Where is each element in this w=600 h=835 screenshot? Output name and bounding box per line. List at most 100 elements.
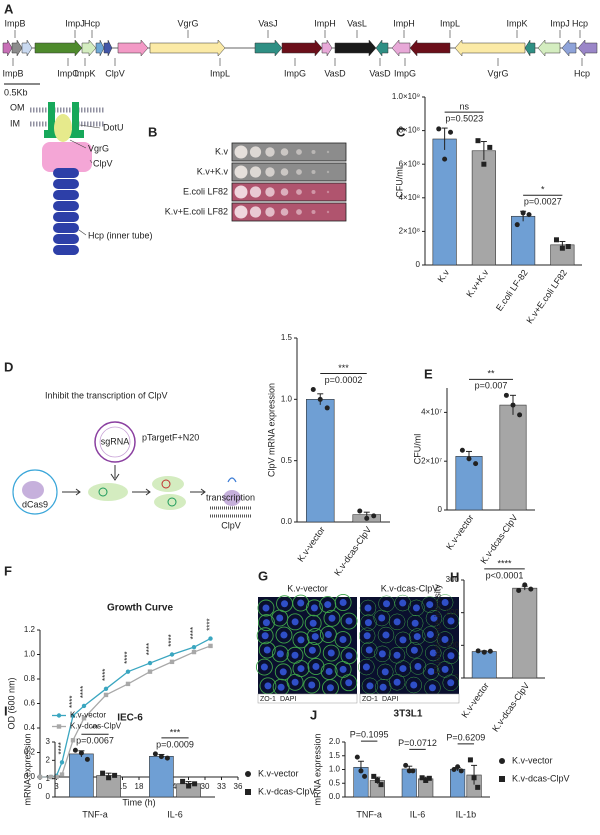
cell-outline: [286, 673, 304, 691]
data-point: [475, 138, 481, 144]
colony-spot: [265, 187, 275, 197]
cell-outline: [286, 613, 304, 631]
cell-outline: [394, 631, 412, 649]
cell-outline: [406, 615, 424, 632]
y-tick-label: 0.0: [329, 792, 341, 801]
gene-arrow: [321, 39, 333, 57]
cell-outline: [292, 631, 310, 649]
legend-label: K.v-vector: [70, 711, 106, 720]
gene-arrow: [95, 39, 105, 57]
diagram-label: ClpV: [221, 520, 241, 530]
x-tick-label: 0: [38, 782, 43, 791]
y-axis-label: ClpV mRNA expression: [266, 383, 276, 477]
data-point: [70, 738, 76, 743]
cell-outline: [360, 641, 378, 659]
data-point: [471, 775, 477, 781]
gene-label: ImpJ: [65, 18, 85, 28]
data-point: [147, 660, 153, 666]
gene-arrow: [149, 39, 226, 57]
nucleus: [276, 614, 284, 622]
data-point: [112, 772, 118, 778]
cell-outline: [409, 658, 427, 675]
x-tick-label: K.v: [436, 267, 452, 284]
y-tick-label: 1.0×10⁹: [392, 92, 420, 101]
data-point: [514, 222, 520, 228]
y-tick-label: 4×10⁷: [421, 408, 442, 417]
data-point: [371, 773, 377, 779]
cell-outline: [271, 645, 289, 663]
cell-outline: [307, 658, 325, 675]
gene-label: Hcp: [84, 18, 100, 28]
cell-outline: [377, 663, 394, 681]
bar: [450, 768, 466, 798]
data-point: [103, 692, 109, 698]
colony-spot: [280, 168, 289, 176]
cell-outline: [442, 674, 459, 691]
nucleus: [264, 682, 272, 690]
significance-stars: ****: [189, 627, 198, 639]
nucleus: [281, 600, 289, 608]
nucleus: [328, 614, 336, 622]
cell-outline: [442, 612, 460, 630]
schematic-label: ClpV: [93, 158, 113, 168]
p-value: P=0.6209: [446, 732, 485, 742]
y-tick-label: 2.0: [329, 737, 341, 746]
cell-outline: [388, 613, 406, 631]
cell-outline: [422, 626, 439, 643]
gene-label: ImpB: [4, 18, 25, 28]
nucleus: [427, 668, 435, 676]
cell-outline: [304, 614, 322, 632]
panel-letter: F: [4, 563, 12, 578]
y-tick-label: 4×10⁸: [399, 193, 420, 202]
nucleus: [310, 604, 318, 612]
data-point: [364, 515, 370, 521]
y-tick-label: 300: [446, 575, 460, 584]
nucleus: [276, 650, 284, 658]
data-point: [406, 768, 412, 774]
nucleus: [414, 662, 422, 670]
y-tick-label: 0.6: [24, 699, 36, 708]
data-point: [317, 396, 323, 402]
nucleus: [447, 652, 455, 660]
x-tick-label: 36: [234, 782, 243, 791]
y-tick-label: 1.0: [329, 765, 341, 774]
legend-label: K.v-dcas-ClpV: [512, 773, 570, 783]
bar: [511, 215, 536, 266]
nucleus: [325, 668, 333, 676]
significance-stars: ****: [101, 669, 110, 681]
nucleus: [297, 665, 305, 673]
nucleus: [291, 651, 299, 659]
data-point: [458, 768, 464, 774]
nucleus: [378, 650, 386, 658]
data-point: [125, 669, 131, 674]
cell-outline: [340, 674, 358, 692]
colony-spot: [249, 206, 262, 218]
nucleus: [393, 618, 401, 626]
y-tick-label: 0.5: [281, 456, 293, 465]
data-point: [516, 587, 522, 593]
y-tick-label: 3: [46, 737, 51, 746]
colony-spot: [280, 208, 289, 216]
data-point: [503, 392, 509, 398]
nucleus: [324, 630, 332, 638]
gene-label: ImpG: [284, 68, 306, 78]
gene-arrow: [34, 39, 83, 57]
cell-outline: [374, 645, 391, 663]
p-value: p<0.0001: [486, 570, 524, 580]
nucleus: [363, 632, 371, 640]
colony-spot: [326, 210, 330, 214]
data-point: [436, 126, 442, 132]
panel-letter: B: [148, 124, 157, 139]
gene-arrow: [537, 39, 561, 57]
gene-label: Hcp: [572, 18, 588, 28]
y-tick-label: 6×10⁸: [399, 159, 420, 168]
data-point: [487, 144, 493, 150]
x-axis-label: Time (h): [122, 797, 155, 807]
x-tick-label: K.v-dcas-ClpV: [490, 681, 531, 734]
y-tick-label: 2×10⁸: [399, 227, 420, 236]
data-point: [378, 782, 384, 788]
plate-strip: [231, 142, 347, 162]
micrograph: [360, 597, 459, 694]
significance-stars: **: [487, 369, 495, 379]
gene-arrow: [21, 39, 33, 57]
